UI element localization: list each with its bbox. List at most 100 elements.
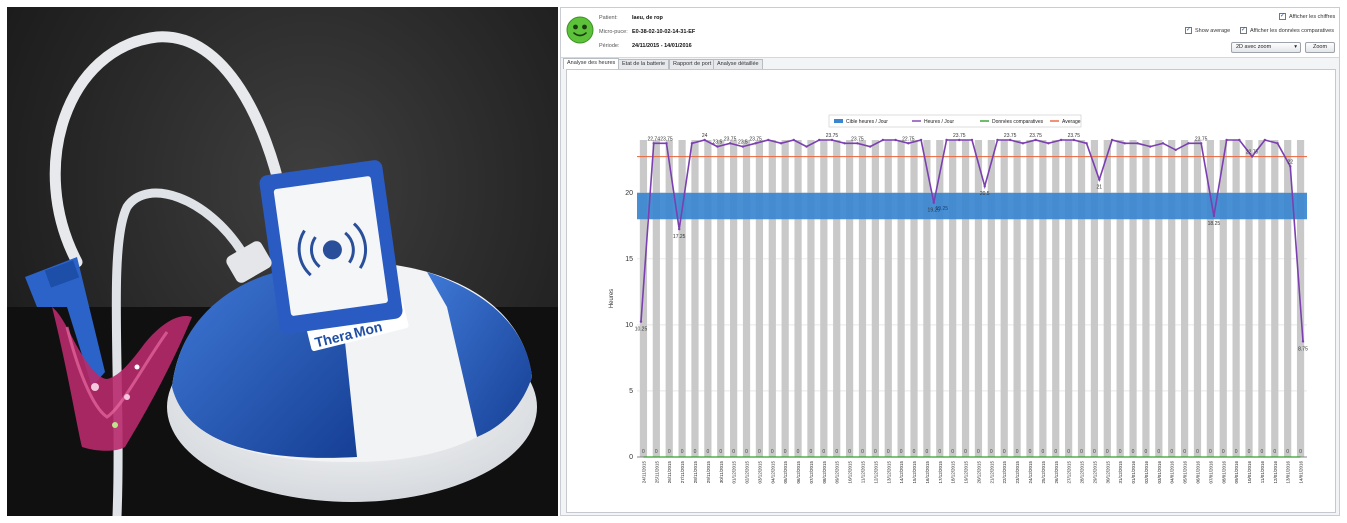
day-column-bar xyxy=(949,140,957,457)
comparative-data-label: 0 xyxy=(822,449,825,455)
comparative-data-label: 0 xyxy=(681,449,684,455)
comparative-data-label: 0 xyxy=(694,449,697,455)
day-column-bar xyxy=(704,140,712,457)
x-tick-label: 12/01/2016 xyxy=(1273,461,1278,484)
x-tick-label: 28/11/2015 xyxy=(693,461,698,484)
comparative-data-label: 0 xyxy=(964,449,967,455)
x-tick-label: 26/12/2015 xyxy=(1054,461,1059,484)
tab-wear-report[interactable]: Rapport de port xyxy=(669,59,716,69)
comparative-data-label: 0 xyxy=(1093,449,1096,455)
zoom-button[interactable]: Zoom xyxy=(1305,42,1335,53)
tab-label: Rapport de port xyxy=(673,61,712,67)
x-tick-label: 04/12/2015 xyxy=(770,461,775,484)
tab-detailed-analysis[interactable]: Analyse détaillée xyxy=(713,59,763,69)
y-axis-label: Heures xyxy=(609,289,615,308)
plot-area xyxy=(637,140,1307,457)
show-average-checkbox[interactable]: ✓ Show average xyxy=(1185,27,1230,36)
hours-data-point xyxy=(1238,138,1241,142)
view-mode-value: 2D avec zoom xyxy=(1236,44,1272,50)
comparative-data-label: 0 xyxy=(1119,449,1122,455)
hours-data-point xyxy=(1085,142,1088,145)
day-column-bar xyxy=(794,140,802,457)
legend-entry-label: Cible heures / Jour xyxy=(846,119,888,125)
hours-data-point xyxy=(1110,138,1114,142)
day-column-bar xyxy=(1219,140,1227,457)
hours-data-label: 23.75 xyxy=(724,136,737,142)
day-column-bar xyxy=(678,140,686,457)
comparative-data-label: 0 xyxy=(745,449,748,455)
x-tick-label: 27/11/2015 xyxy=(680,461,685,484)
tab-hours-analysis[interactable]: Analyse des heures xyxy=(563,58,620,69)
day-column-bar xyxy=(1090,140,1099,457)
hours-data-point xyxy=(779,142,783,145)
x-tick-label: 14/12/2015 xyxy=(899,461,904,484)
x-tick-label: 03/01/2016 xyxy=(1157,461,1162,484)
day-column-bar xyxy=(858,140,867,457)
tab-strip: Analyse des heures Etat de la batterie R… xyxy=(561,58,1339,69)
brand-mon-text: Mon xyxy=(352,318,384,340)
hours-data-point xyxy=(1072,138,1076,142)
day-column-bar xyxy=(1271,140,1279,457)
day-column-bar xyxy=(717,140,725,457)
comparative-data-label: 0 xyxy=(668,449,671,455)
comparative-data-label: 0 xyxy=(719,449,722,455)
hours-data-point xyxy=(741,145,745,148)
hours-data-point xyxy=(677,227,681,231)
x-tick-label: 07/01/2016 xyxy=(1208,461,1213,484)
hours-data-label: 23.75 xyxy=(826,133,839,139)
day-column-bar xyxy=(1116,140,1124,457)
day-column-bar xyxy=(923,140,931,457)
legend-swatch xyxy=(834,119,843,123)
day-column-bar xyxy=(1232,140,1240,457)
x-tick-label: 12/12/2015 xyxy=(873,461,878,484)
x-tick-label: 13/01/2016 xyxy=(1286,461,1291,484)
show-comparative-checkbox[interactable]: ✓ Afficher les données comparatives xyxy=(1240,27,1334,36)
hours-data-point xyxy=(945,138,948,142)
hours-data-label: 23.75 xyxy=(1029,133,1042,139)
hours-data-point xyxy=(983,185,986,188)
day-column-bar xyxy=(1103,140,1111,457)
comparative-data-label: 0 xyxy=(1003,449,1006,455)
hours-data-point xyxy=(1149,145,1152,148)
hours-data-point xyxy=(1059,138,1063,142)
hours-data-point xyxy=(1199,142,1203,145)
chip-row: Micro-puce: E0-38-02-10-02-14-31-EF xyxy=(599,28,695,37)
x-tick-label: 05/12/2015 xyxy=(783,461,788,484)
period-label: Période: xyxy=(599,43,620,49)
x-tick-label: 19/12/2015 xyxy=(964,461,969,484)
y-tick-label: 10 xyxy=(625,322,633,329)
comparative-data-label: 0 xyxy=(642,449,645,455)
comparative-data-label: 0 xyxy=(1248,449,1251,455)
x-tick-label: 02/01/2016 xyxy=(1144,461,1149,484)
day-column-bar xyxy=(1039,140,1047,457)
hours-data-label: 10.25 xyxy=(635,327,648,333)
hours-data-point xyxy=(996,138,999,142)
day-column-bar xyxy=(1258,140,1266,457)
day-column-bar xyxy=(742,140,751,457)
x-tick-label: 09/12/2015 xyxy=(835,461,840,484)
hours-data-point xyxy=(1187,142,1190,145)
hours-data-label: 23.5 xyxy=(738,140,748,146)
comparative-data-label: 0 xyxy=(913,449,916,455)
hours-data-point xyxy=(1289,165,1292,168)
zoom-button-label: Zoom xyxy=(1312,44,1328,50)
view-mode-select[interactable]: 2D avec zoom ▾ xyxy=(1231,42,1301,53)
hours-data-point xyxy=(652,142,655,145)
comparative-data-label: 0 xyxy=(1170,449,1173,455)
x-tick-label: 22/12/2015 xyxy=(1002,461,1007,484)
chip-label: Micro-puce: xyxy=(599,29,628,35)
tab-battery-status[interactable]: Etat de la batterie xyxy=(618,59,670,69)
hours-data-point xyxy=(665,142,668,145)
day-column-bar xyxy=(987,140,995,457)
x-tick-label: 26/11/2015 xyxy=(667,461,672,484)
hours-data-point xyxy=(1276,142,1279,145)
comparative-data-label: 0 xyxy=(1080,449,1083,455)
show-average-label: Show average xyxy=(1195,28,1231,34)
hours-data-point xyxy=(1225,138,1228,142)
comparative-data-label: 0 xyxy=(810,449,813,455)
show-numbers-checkbox[interactable]: ✓ Afficher les chiffres xyxy=(1279,13,1335,22)
x-tick-label: 01/12/2015 xyxy=(732,461,737,484)
day-column-bar xyxy=(665,140,673,457)
hours-data-point xyxy=(1123,142,1126,145)
hours-chart-frame: 0 5 10 15 20 Heures 0 0 0 0 0 0 0 0 0 0 0 0 0 0 0 0 0 0 0 0 0 0 0 0 0 0… xyxy=(566,69,1336,513)
